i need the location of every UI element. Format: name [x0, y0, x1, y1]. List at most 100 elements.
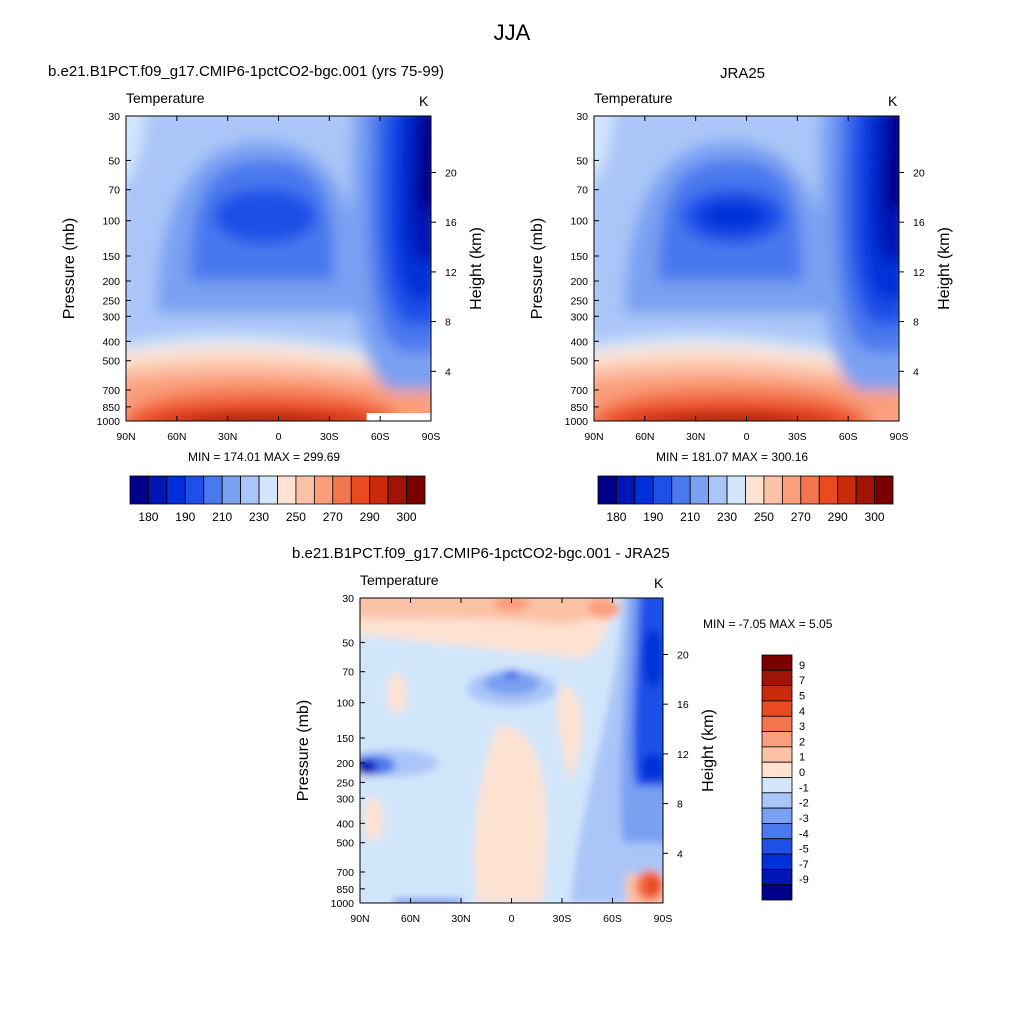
x-tick-label: 0: [744, 431, 750, 443]
colorbar-box: [726, 475, 746, 505]
x-tick-label: 90S: [654, 913, 673, 925]
colorbar-label: -2: [799, 798, 809, 810]
x-tick-label: 60S: [603, 913, 622, 925]
panel-obs-title: JRA25: [720, 65, 766, 82]
x-tick-label: 90N: [350, 913, 369, 925]
panel-obs-stats: MIN = 181.07 MAX = 300.16: [656, 450, 809, 464]
page-title: JJA: [493, 20, 531, 45]
y-tick-label: 70: [108, 185, 120, 197]
panel-diff-units: K: [654, 575, 664, 591]
colorbar-box: [369, 475, 389, 505]
y2-axis-label: Height (km): [468, 227, 485, 310]
colorbar-box: [708, 475, 728, 505]
y2-tick-label: 16: [677, 699, 689, 711]
y-tick-label: 1000: [565, 416, 589, 428]
y-tick-label: 500: [102, 356, 120, 368]
colorbar-label: 190: [175, 510, 195, 524]
x-tick-label: 90N: [116, 431, 135, 443]
panel-diff-field: [360, 598, 663, 903]
colorbar-label: 3: [799, 721, 805, 733]
y-tick-label: 70: [576, 185, 588, 197]
colorbar-box: [203, 475, 223, 505]
y2-tick-label: 8: [913, 317, 919, 329]
y-tick-label: 50: [576, 155, 588, 167]
y2-tick-label: 12: [913, 267, 925, 279]
colorbar-diff: 9 7 5 4 3 2 1 0 -1 -2 -3 -4 -5 -7 -9: [761, 654, 809, 901]
y-tick-label: 1000: [331, 898, 355, 910]
y-tick-label: 400: [102, 336, 120, 348]
y-axis-label: Pressure (mb): [295, 700, 312, 801]
colorbar-box: [313, 475, 334, 505]
colorbar-label: 290: [360, 510, 380, 524]
y2-tick-label: 8: [445, 317, 451, 329]
colorbar-box: [387, 475, 407, 505]
colorbar-box: [761, 838, 793, 855]
colorbar-box: [874, 475, 894, 505]
colorbar-label: 290: [828, 510, 848, 524]
colorbar-box: [634, 475, 654, 505]
panel-diff-axes: 90N 60N 30N 0 30S 60S 90S 30 50 70 100 150 200 250 300…: [295, 593, 717, 925]
y-tick-label: 250: [102, 295, 120, 307]
panel-obs-axes: 90N 60N 30N 0 30S 60S 90S 30 50 70 100 150 200 250 300…: [529, 111, 953, 443]
colorbar-label: -9: [799, 874, 809, 886]
colorbar-label: 250: [286, 510, 306, 524]
y-tick-label: 30: [342, 593, 354, 605]
y2-tick-label: 20: [913, 167, 925, 179]
panel-diff-title: b.e21.B1PCT.f09_g17.CMIP6-1pctCO2-bgc.00…: [292, 545, 670, 562]
y2-tick-label: 16: [445, 217, 457, 229]
y-tick-label: 30: [108, 111, 120, 123]
y-tick-label: 250: [336, 777, 354, 789]
panel-obs-units: K: [888, 93, 898, 109]
colorbar-box: [761, 777, 793, 794]
colorbar-label: 270: [323, 510, 343, 524]
y-tick-label: 200: [336, 758, 354, 770]
colorbar-box: [761, 685, 793, 702]
y-tick-label: 250: [570, 295, 588, 307]
y2-tick-label: 8: [677, 799, 683, 811]
colorbar-box: [837, 475, 857, 505]
panel-obs-variable: Temperature: [594, 90, 673, 106]
colorbar-box: [761, 669, 793, 687]
x-tick-label: 90N: [584, 431, 603, 443]
y-tick-label: 700: [102, 385, 120, 397]
panel-obs-field: [594, 116, 899, 421]
colorbar-box: [240, 475, 260, 505]
colorbar-label: 180: [606, 510, 626, 524]
colorbar-box: [277, 475, 297, 505]
y2-tick-label: 12: [445, 267, 457, 279]
panel-diff-variable: Temperature: [360, 572, 439, 588]
colorbar-label: 270: [791, 510, 811, 524]
panel-model-axes: 90N 60N 30N 0 30S 60S 90S 30 50 70 100 150 200 250 300…: [61, 111, 485, 443]
colorbar-box: [597, 475, 617, 505]
colorbar-label: -4: [799, 828, 809, 840]
colorbar-box: [652, 475, 673, 505]
colorbar-box: [184, 475, 205, 505]
x-tick-label: 30N: [686, 431, 705, 443]
colorbar-box: [855, 475, 875, 505]
y-tick-label: 700: [570, 385, 588, 397]
y2-tick-label: 16: [913, 217, 925, 229]
x-tick-label: 60N: [401, 913, 420, 925]
panel-model-units: K: [419, 93, 429, 109]
colorbar-box: [148, 475, 168, 505]
colorbar-box: [258, 475, 278, 505]
colorbar-box: [129, 475, 149, 505]
colorbar-label: 210: [680, 510, 700, 524]
panel-model-title: b.e21.B1PCT.f09_g17.CMIP6-1pctCO2-bgc.00…: [48, 63, 445, 80]
colorbar-model: 180 190 210 230 250 270 290 300: [129, 475, 426, 524]
colorbar-box: [763, 475, 783, 505]
colorbar-box: [761, 731, 793, 748]
colorbar-label: -3: [799, 813, 809, 825]
y2-tick-label: 4: [677, 848, 683, 860]
y-tick-label: 70: [342, 667, 354, 679]
colorbar-box: [761, 792, 793, 809]
colorbar-box: [761, 823, 793, 840]
colorbar-box: [350, 475, 371, 505]
panel-model-variable: Temperature: [126, 90, 205, 106]
y-tick-label: 700: [336, 867, 354, 879]
colorbar-box: [761, 654, 793, 671]
y2-tick-label: 4: [445, 366, 451, 378]
y-tick-label: 1000: [97, 416, 121, 428]
colorbar-label: 5: [799, 690, 805, 702]
y-axis-label: Pressure (mb): [61, 218, 78, 319]
